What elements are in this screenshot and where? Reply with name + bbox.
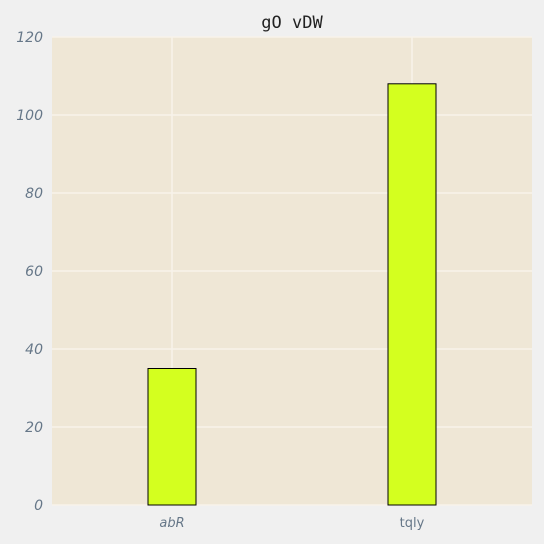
y-tick-label: 120 bbox=[16, 30, 43, 46]
bars bbox=[147, 83, 437, 506]
x-tick-label: tqly bbox=[400, 516, 425, 531]
x-tick-label: abR bbox=[159, 516, 184, 531]
y-tick-label: 40 bbox=[25, 342, 43, 358]
y-axis-ticks: 0 20 40 60 80 100 120 bbox=[16, 30, 43, 514]
y-tick-label: 60 bbox=[25, 264, 43, 280]
chart-title: gO vDW bbox=[261, 13, 323, 33]
bar-tqly bbox=[387, 83, 437, 506]
y-tick-label: 100 bbox=[16, 108, 43, 124]
x-axis-ticks: abR tqly bbox=[159, 516, 424, 531]
y-tick-label: 80 bbox=[25, 186, 43, 202]
y-tick-label: 0 bbox=[34, 498, 43, 514]
y-tick-label: 20 bbox=[25, 420, 43, 436]
bar-abR bbox=[147, 368, 197, 506]
